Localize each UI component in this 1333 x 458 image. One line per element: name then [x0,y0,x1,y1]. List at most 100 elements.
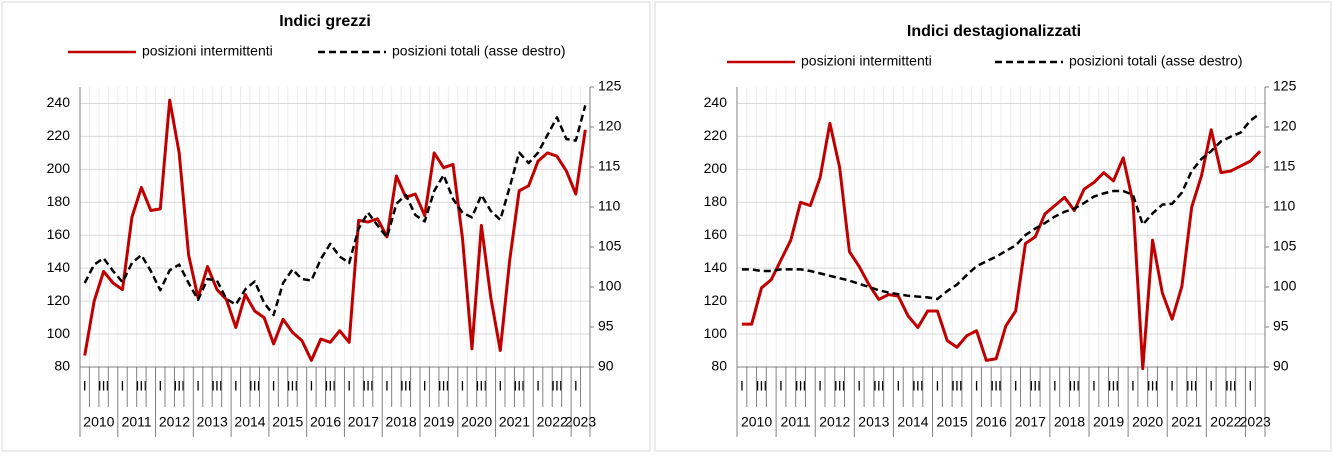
x-tick-label: III [211,378,223,394]
x-tick-label: III [136,378,148,394]
year-label: 2011 [122,414,152,430]
y-tick-label: 200 [704,160,728,176]
x-tick-label: I [272,378,276,394]
y2-tick-label: 95 [598,318,614,334]
year-label: 2014 [234,414,265,430]
year-label: 2018 [1054,414,1085,430]
year-label: 2013 [858,414,889,430]
year-label: 2023 [565,414,596,430]
year-label: 2019 [1093,414,1124,430]
chart-frame [1,1,651,452]
year-label: 2021 [499,414,530,430]
x-tick-label: I [347,378,351,394]
year-label: 2018 [386,414,417,430]
series-line [741,112,1261,301]
x-tick-label: III [1108,378,1120,394]
x-tick-label: III [438,378,450,394]
y2-tick-label: 125 [598,78,622,94]
y2-tick-label: 120 [1273,118,1297,134]
x-tick-label: I [975,378,979,394]
year-label: 2010 [83,414,114,430]
x-tick-label: I [196,378,200,394]
x-tick-label: III [551,378,563,394]
year-label: 2022 [1210,414,1241,430]
legend-label: posizioni intermittenti [142,43,273,59]
y2-tick-label: 105 [598,238,622,254]
y2-tick-label: 125 [1273,78,1297,94]
x-tick-label: I [1014,378,1018,394]
y-tick-label: 180 [47,193,71,209]
year-label: 2017 [348,414,379,430]
x-tick-label: III [173,378,185,394]
y-tick-label: 120 [704,292,728,308]
chart-title: Indici grezzi [279,13,371,30]
x-tick-label: I [309,378,313,394]
y-tick-label: 120 [47,292,71,308]
y2-tick-label: 100 [1273,278,1297,294]
x-tick-label: III [1029,378,1041,394]
x-tick-label: I [498,378,502,394]
y2-tick-label: 105 [1273,238,1297,254]
x-tick-label: I [1248,378,1252,394]
y-tick-label: 80 [54,358,70,374]
legend-label: posizioni intermittenti [801,53,932,69]
y-tick-label: 160 [47,226,71,242]
year-label: 2019 [423,414,454,430]
x-tick-label: I [896,378,900,394]
year-label: 2012 [159,414,190,430]
x-tick-label: I [83,378,87,394]
x-tick-label: III [795,378,807,394]
series-line [741,121,1262,371]
y2-tick-label: 95 [1273,318,1289,334]
x-tick-label: III [834,378,846,394]
x-tick-label: III [1225,378,1237,394]
year-label: 2015 [937,414,968,430]
x-tick-label: I [740,378,744,394]
x-tick-label: III [1068,378,1080,394]
chart-title: Indici destagionalizzati [907,23,1081,40]
x-tick-label: III [513,378,525,394]
y2-tick-label: 110 [598,198,621,214]
x-tick-label: I [1209,378,1213,394]
y2-tick-label: 110 [1273,198,1296,214]
x-tick-label: III [951,378,963,394]
x-tick-label: I [423,378,427,394]
x-tick-label: III [476,378,488,394]
legend-label: posizioni totali (asse destro) [392,43,566,59]
x-tick-label: III [98,378,110,394]
y2-tick-label: 100 [598,278,622,294]
year-label: 2021 [1171,414,1202,430]
x-tick-label: III [362,378,374,394]
x-tick-label: I [1092,378,1096,394]
y2-tick-label: 120 [598,118,622,134]
x-tick-label: III [756,378,768,394]
year-label: 2017 [1015,414,1046,430]
chart-frame [654,1,1332,452]
x-tick-label: III [287,378,299,394]
x-tick-label: I [536,378,540,394]
y-tick-label: 240 [704,94,728,110]
y2-tick-label: 115 [598,158,621,174]
x-tick-label: I [1053,378,1057,394]
y-tick-label: 160 [704,226,728,242]
year-label: 2012 [819,414,850,430]
x-tick-label: I [121,378,125,394]
y-tick-label: 80 [711,358,727,374]
x-tick-label: III [324,378,336,394]
year-label: 2022 [537,414,568,430]
y-tick-label: 180 [704,193,728,209]
x-tick-label: I [574,378,578,394]
y-tick-label: 100 [704,325,728,341]
y-tick-label: 200 [47,160,71,176]
series-line [83,105,587,317]
y-tick-label: 220 [47,127,71,143]
y2-tick-label: 115 [1273,158,1296,174]
x-tick-label: III [873,378,885,394]
year-label: 2020 [461,414,492,430]
y-tick-label: 100 [47,325,71,341]
year-label: 2014 [897,414,928,430]
year-label: 2016 [310,414,341,430]
y2-tick-label: 90 [598,358,614,374]
